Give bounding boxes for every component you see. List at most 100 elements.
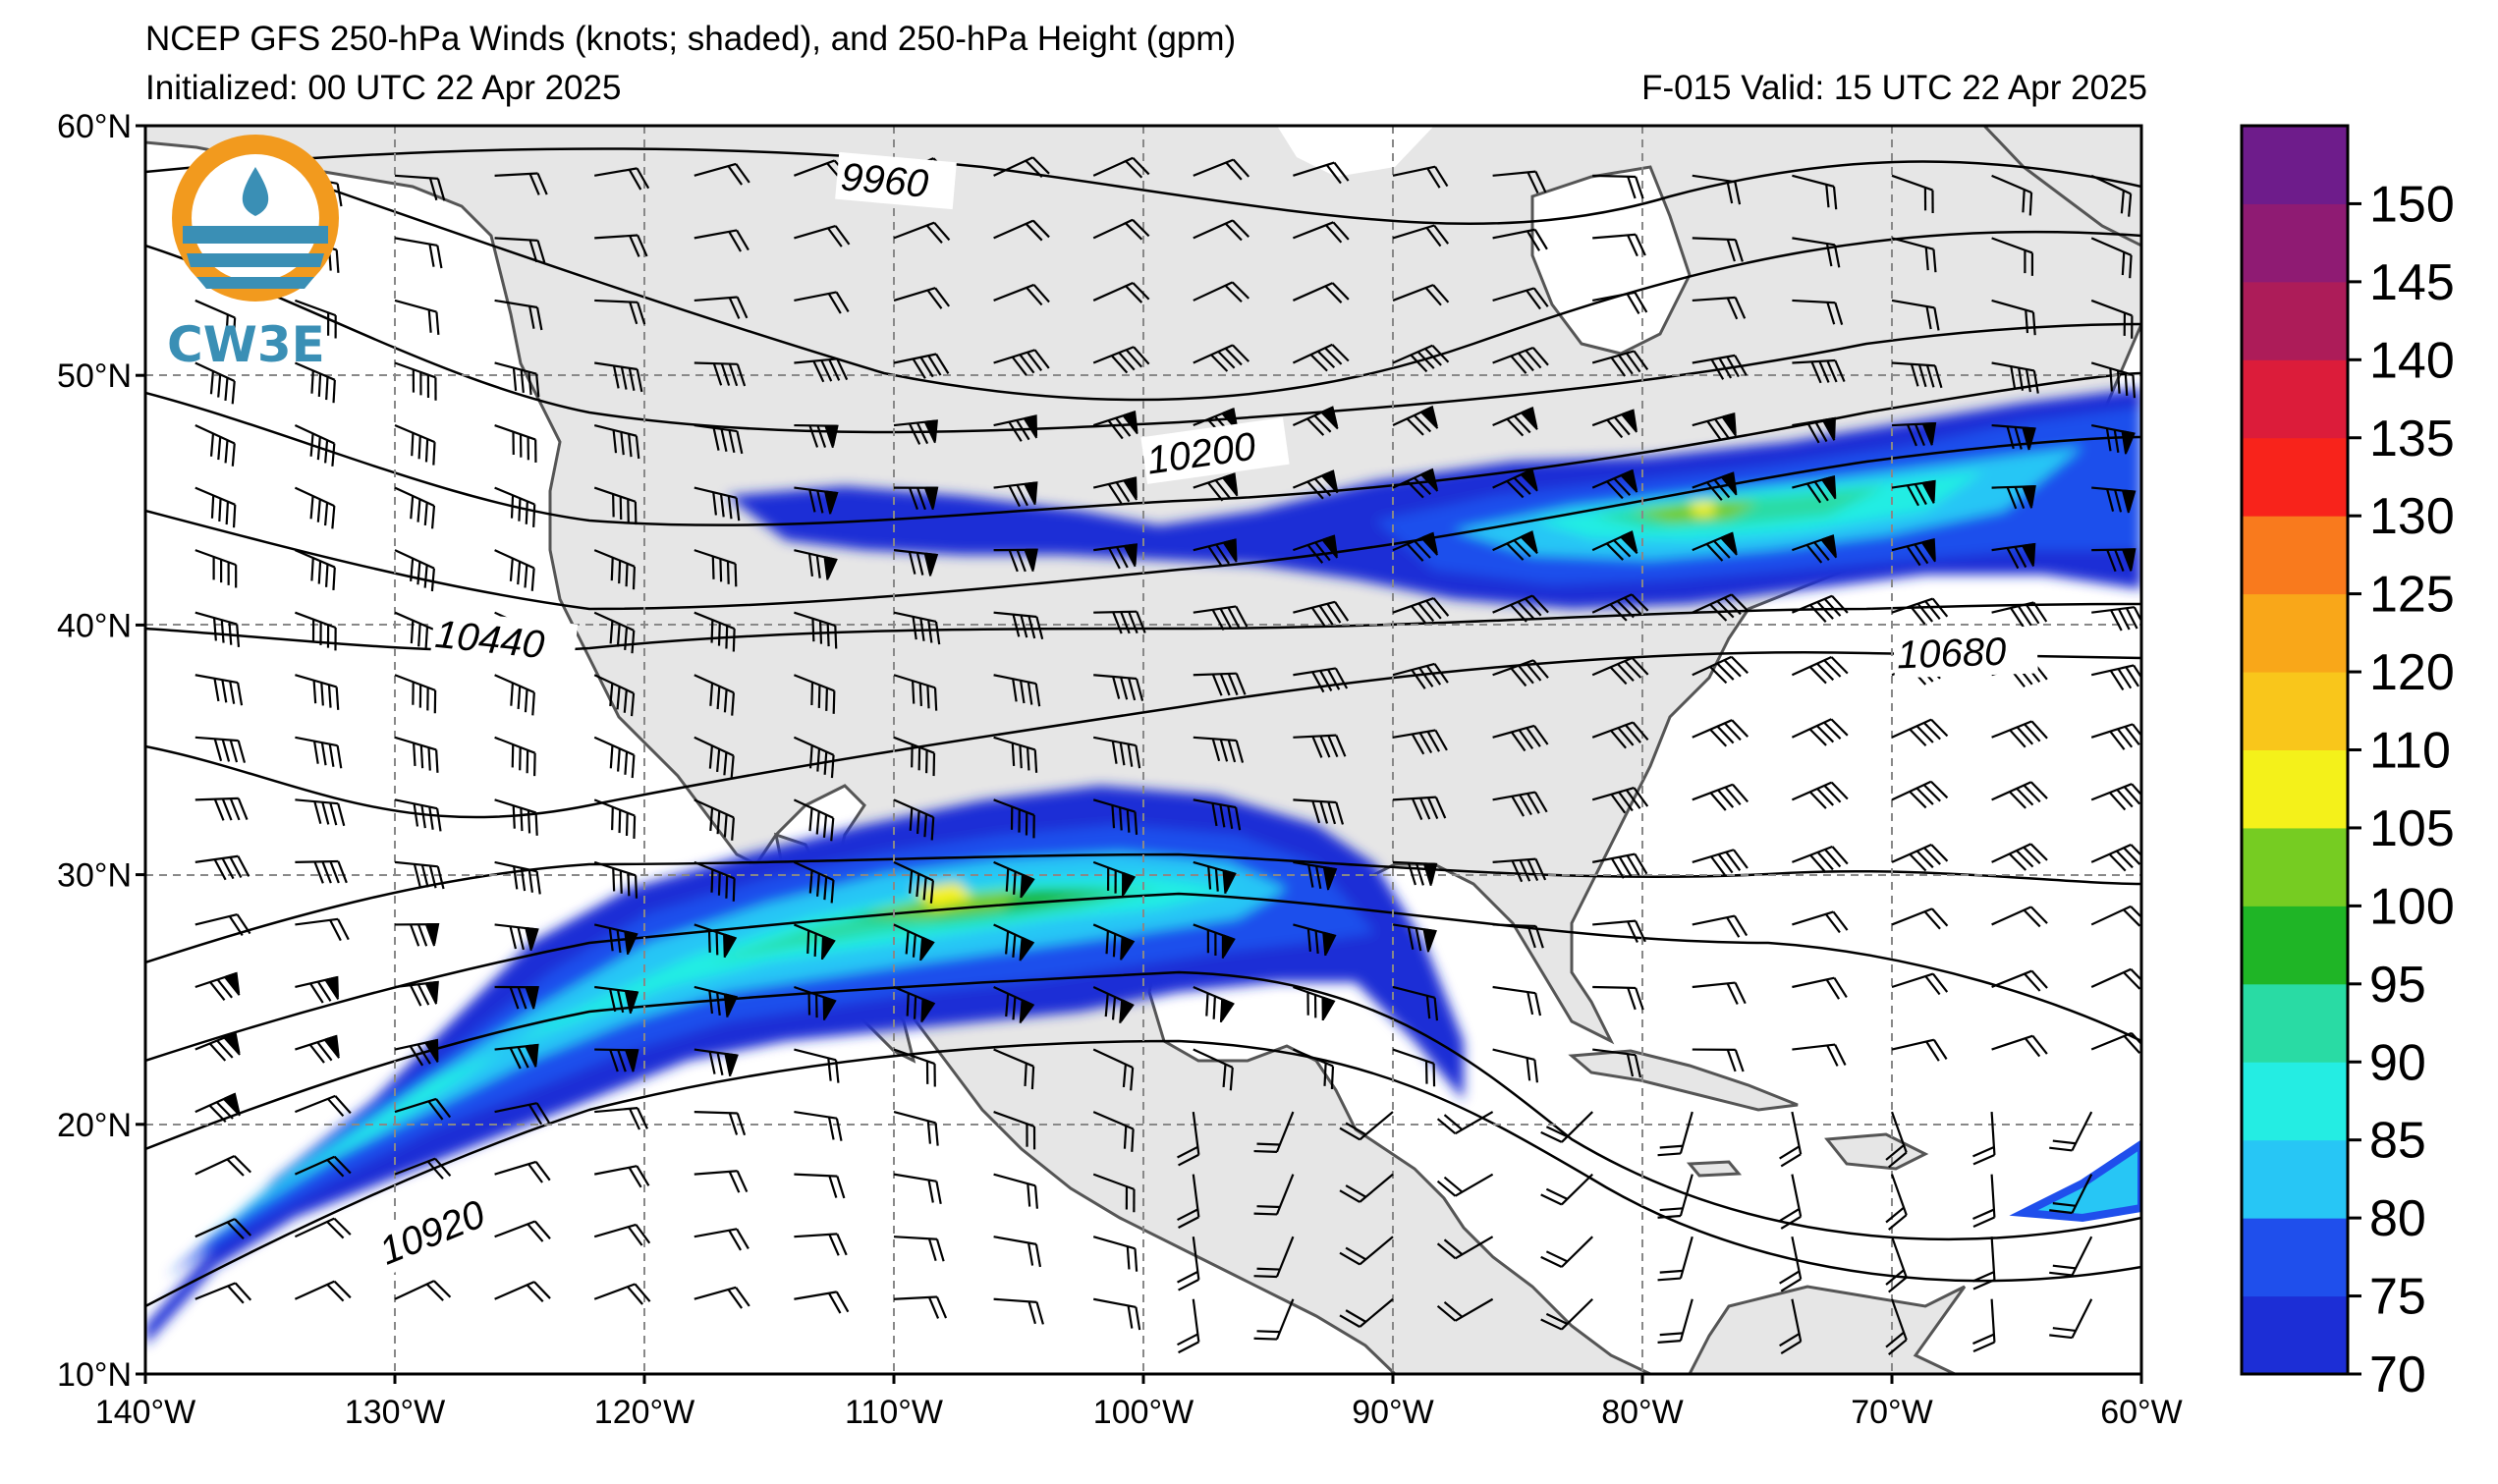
colorbar-tick-label: 75 xyxy=(2369,1269,2426,1326)
wind-barb xyxy=(1492,594,1549,623)
wind-barb xyxy=(1193,219,1250,242)
wind-barb xyxy=(893,985,936,1022)
colorbar-segment xyxy=(2242,126,2348,204)
wind-barb xyxy=(1293,923,1337,957)
wind-barb xyxy=(1592,919,1646,943)
wind-barb xyxy=(593,736,636,779)
wind-barb xyxy=(194,1092,242,1124)
wind-barb xyxy=(494,299,543,331)
wind-barb xyxy=(893,1173,942,1204)
logo-text: CW3E xyxy=(167,316,325,373)
colorbar-segment xyxy=(2242,1295,2348,1375)
wind-barb xyxy=(794,985,837,1020)
wind-barb xyxy=(1392,165,1449,189)
wind-barb xyxy=(1193,538,1238,567)
wind-barb xyxy=(794,224,851,247)
wind-barb xyxy=(794,1048,840,1083)
wind-barb xyxy=(1392,467,1439,499)
longitude-axis: 140°W 130°W 120°W 110°W 100°W 90°W 80°W 70°W 60°… xyxy=(95,1374,2183,1431)
colorbar-tick-label: 80 xyxy=(2369,1190,2426,1247)
valid-time-label: F-015 Valid: 15 UTC 22 Apr 2025 xyxy=(1641,69,2147,107)
lon-tick-label: 100°W xyxy=(1093,1394,1193,1431)
wind-barb xyxy=(893,287,951,309)
wind-barb xyxy=(893,798,935,841)
wind-barb xyxy=(1792,174,1838,210)
colorbar-segment xyxy=(2242,437,2348,517)
wind-barb xyxy=(1885,1174,1908,1231)
wind-barb xyxy=(2090,237,2133,279)
wind-barb xyxy=(1891,718,1949,747)
wind-barb xyxy=(694,985,739,1017)
wind-barb xyxy=(2090,967,2141,990)
wind-barb xyxy=(1591,852,1648,879)
wind-barb xyxy=(1092,411,1138,440)
wind-barb xyxy=(1492,530,1538,561)
wind-barb xyxy=(1339,1173,1394,1203)
wind-barb xyxy=(1991,423,2036,451)
wind-barb xyxy=(494,172,548,195)
colorbar-tick-label: 110 xyxy=(2369,723,2451,780)
colorbar-segment xyxy=(2242,906,2348,985)
wind-barb xyxy=(694,162,750,186)
wind-barb xyxy=(1193,985,1235,1022)
wind-barb xyxy=(194,361,236,405)
wind-barb xyxy=(594,1107,648,1130)
water-drop-icon xyxy=(242,167,269,216)
wind-barb xyxy=(295,798,346,827)
wind-barb xyxy=(794,291,850,314)
wind-barb xyxy=(993,1048,1035,1090)
wind-barb xyxy=(593,423,640,460)
wind-barb xyxy=(494,1043,539,1070)
wind-barb xyxy=(1092,476,1138,505)
wind-barb xyxy=(694,423,744,455)
land-cuba xyxy=(1568,1049,1799,1112)
wind-barb xyxy=(1692,593,1749,622)
wind-barb xyxy=(893,1111,939,1146)
wind-barb xyxy=(394,299,440,335)
wind-barb xyxy=(1292,406,1339,436)
wind-barb xyxy=(1692,1048,1745,1072)
wind-barb xyxy=(294,1217,352,1239)
wind-barb xyxy=(1891,299,1940,331)
wind-barb xyxy=(893,923,935,962)
wind-barb xyxy=(1093,674,1144,701)
wind-barb xyxy=(794,611,838,649)
wind-barb xyxy=(1692,354,1748,380)
colorbar-segment xyxy=(2242,983,2348,1063)
wind-barb xyxy=(1891,907,1949,930)
wind-barb xyxy=(1092,156,1150,179)
contour-labels: 9960 10200 10440 10680 10920 xyxy=(369,151,2038,1276)
wind-barb xyxy=(1292,343,1350,372)
lon-tick-label: 70°W xyxy=(1851,1394,1933,1431)
lat-tick-label: 20°N xyxy=(57,1107,132,1144)
wind-barb xyxy=(1779,1111,1803,1168)
wind-barb xyxy=(1885,1236,1908,1293)
wind-barb xyxy=(1591,468,1638,500)
wind-barb xyxy=(794,1111,843,1141)
wind-barb xyxy=(593,923,638,955)
wind-barb xyxy=(1591,721,1649,749)
wind-barb xyxy=(1193,281,1250,303)
wind-barb xyxy=(1592,233,1646,257)
wind-barb xyxy=(594,167,650,191)
colorbar-tick-label: 140 xyxy=(2369,332,2455,389)
colorbar-tick-label: 145 xyxy=(2369,254,2455,311)
wind-barb xyxy=(1492,724,1549,752)
wind-barb xyxy=(1591,291,1648,314)
wind-barb xyxy=(593,860,638,899)
wind-barb xyxy=(1436,1236,1494,1260)
wind-barb xyxy=(1657,1236,1693,1282)
wind-barb xyxy=(1891,843,1949,872)
wind-barb xyxy=(1792,299,1844,325)
colorbar-segment xyxy=(2242,1139,2348,1219)
wind-barb xyxy=(194,299,237,341)
lon-tick-label: 130°W xyxy=(345,1394,445,1431)
wind-barb xyxy=(694,1228,749,1251)
wind-barb xyxy=(1991,969,2048,992)
wind-barb xyxy=(1092,736,1141,769)
colorbar: 70 75 80 85 90 95 100 105 110 120 125 130 135 140 145 1… xyxy=(2240,124,2455,1403)
wind-barb xyxy=(1392,284,1450,306)
wind-barb xyxy=(694,1170,749,1193)
wind-barb xyxy=(794,357,849,383)
